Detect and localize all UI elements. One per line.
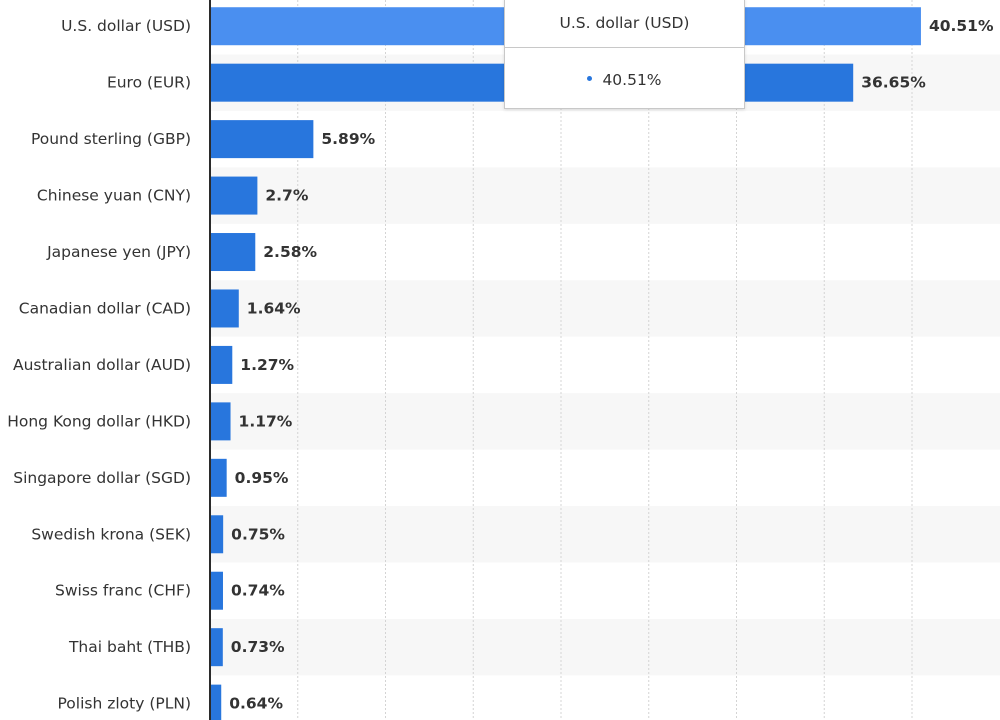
value-label: 1.27% [240, 356, 294, 374]
value-label: 2.7% [265, 187, 308, 205]
series-dot-icon [587, 76, 593, 81]
value-label: 0.73% [231, 638, 285, 656]
value-label: 2.58% [263, 243, 317, 261]
bar [210, 628, 223, 667]
value-label: 0.75% [231, 525, 285, 543]
category-label: Polish zloty (PLN) [58, 695, 192, 713]
value-label: 1.64% [247, 299, 301, 317]
value-label: 0.64% [229, 695, 283, 713]
category-label: U.S. dollar (USD) [61, 17, 191, 35]
category-label: Swiss franc (CHF) [55, 582, 191, 600]
bar [210, 289, 239, 328]
category-label: Canadian dollar (CAD) [19, 299, 191, 317]
category-label: Singapore dollar (SGD) [13, 469, 191, 487]
tooltip-title: U.S. dollar (USD) [505, 5, 744, 48]
value-label: 36.65% [861, 74, 926, 92]
tooltip-value: 40.51% [602, 71, 662, 89]
bar [210, 233, 256, 272]
row-band [210, 167, 1000, 224]
value-label: 5.89% [321, 130, 375, 148]
bar [210, 458, 227, 497]
value-label: 40.51% [929, 17, 994, 35]
category-label: Chinese yuan (CNY) [37, 187, 191, 205]
value-label: 0.95% [235, 469, 289, 487]
bar [210, 120, 314, 159]
category-label: Thai baht (THB) [68, 638, 191, 656]
bar [210, 571, 223, 610]
bar [210, 684, 222, 720]
row-band [210, 280, 1000, 337]
bar [210, 402, 231, 441]
row-band [210, 618, 1000, 676]
value-label: 0.74% [231, 582, 285, 600]
category-label: Japanese yen (JPY) [46, 243, 191, 261]
tooltip: U.S. dollar (USD) 40.51% [504, 0, 745, 109]
row-band [210, 393, 1000, 450]
bar [210, 345, 233, 384]
tooltip-value-row: 40.51% [505, 71, 744, 89]
bar [210, 515, 224, 554]
row-band [210, 506, 1000, 563]
category-label: Pound sterling (GBP) [31, 130, 191, 148]
category-label: Australian dollar (AUD) [13, 356, 191, 374]
category-label: Swedish krona (SEK) [31, 525, 191, 543]
category-label: Hong Kong dollar (HKD) [7, 412, 191, 430]
bar [210, 176, 258, 215]
value-label: 1.17% [239, 412, 293, 430]
category-label: Euro (EUR) [107, 74, 191, 92]
